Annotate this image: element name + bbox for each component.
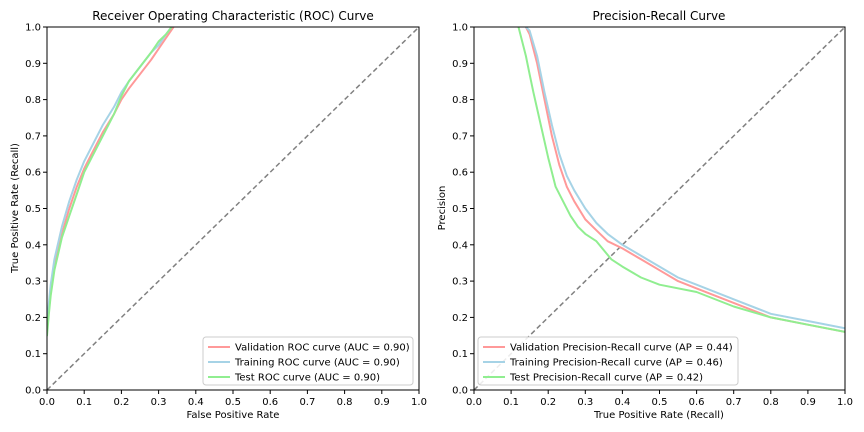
pr-series-line-2 — [517, 27, 845, 333]
pr-legend-label: Test Precision-Recall curve (AP = 0.42) — [509, 373, 703, 384]
roc-x-tick-label: 0.9 — [374, 397, 390, 408]
pr-x-tick-label: 0.1 — [503, 397, 519, 408]
roc-legend-label: Training ROC curve (AUC = 0.90) — [234, 358, 400, 369]
pr-series-line-0 — [524, 27, 845, 333]
roc-y-tick-label: 0.3 — [25, 277, 41, 288]
roc-x-tick-label: 0.7 — [299, 397, 315, 408]
roc-x-tick-label: 0.3 — [151, 397, 167, 408]
pr-x-tick-label: 0.7 — [726, 397, 742, 408]
roc-legend-box — [202, 336, 414, 386]
pr-y-tick-label: 0.1 — [452, 349, 468, 360]
roc-y-tick-label: 0.2 — [25, 313, 41, 324]
pr-y-tick-label: 0.7 — [452, 131, 468, 142]
pr-series-group — [517, 27, 845, 333]
roc-y-tick-label: 0.0 — [25, 386, 41, 397]
roc-y-tick-label: 0.1 — [25, 349, 41, 360]
roc-y-tick-label: 0.9 — [25, 59, 41, 70]
roc-panel: Receiver Operating Characteristic (ROC) … — [10, 9, 427, 421]
pr-y-tick-label: 0.5 — [452, 204, 468, 215]
pr-x-tick-label: 0.6 — [689, 397, 705, 408]
pr-y-axis-label: Precision — [437, 186, 448, 231]
roc-y-tick-label: 0.6 — [25, 168, 41, 179]
roc-y-tick-label: 0.7 — [25, 131, 41, 142]
pr-legend-label: Validation Precision-Recall curve (AP = … — [510, 343, 733, 354]
roc-y-tick-label: 1.0 — [25, 23, 41, 34]
pr-y-tick-label: 0.9 — [452, 59, 468, 70]
roc-x-tick-label: 0.0 — [39, 397, 55, 408]
roc-x-tick-label: 0.5 — [225, 397, 241, 408]
pr-y-tick-label: 0.8 — [452, 95, 468, 106]
pr-x-tick-label: 0.2 — [540, 397, 556, 408]
roc-legend-label: Validation ROC curve (AUC = 0.90) — [235, 343, 410, 354]
pr-x-tick-label: 0.3 — [577, 397, 593, 408]
roc-x-tick-label: 0.6 — [262, 397, 278, 408]
roc-x-tick-label: 1.0 — [411, 397, 427, 408]
pr-x-axis-label: True Positive Rate (Recall) — [593, 410, 724, 421]
pr-legend: Validation Precision-Recall curve (AP = … — [477, 336, 739, 386]
pr-x-tick-label: 0.4 — [614, 397, 630, 408]
roc-x-tick-label: 0.8 — [337, 397, 353, 408]
roc-y-tick-label: 0.8 — [25, 95, 41, 106]
pr-reference-diagonal — [473, 26, 846, 391]
roc-x-axis-label: False Positive Rate — [187, 410, 280, 421]
pr-y-tick-label: 0.6 — [452, 168, 468, 179]
roc-legend: Validation ROC curve (AUC = 0.90) Trainin… — [202, 336, 414, 386]
pr-series-line-1 — [524, 27, 845, 330]
roc-x-tick-label: 0.4 — [188, 397, 204, 408]
roc-x-tick-label: 0.1 — [76, 397, 92, 408]
pr-x-tick-label: 1.0 — [837, 397, 853, 408]
pr-y-tick-label: 0.4 — [452, 240, 468, 251]
pr-y-tick-label: 0.0 — [452, 386, 468, 397]
precision-recall-panel: Precision-Recall Curve True Positive Rat… — [437, 9, 853, 421]
pr-x-tick-label: 0.9 — [800, 397, 816, 408]
pr-y-tick-label: 1.0 — [452, 23, 468, 34]
pr-x-tick-label: 0.8 — [763, 397, 779, 408]
pr-x-tick-label: 0.5 — [652, 397, 668, 408]
roc-reference-diagonal — [46, 26, 420, 391]
roc-x-tick-label: 0.2 — [113, 397, 129, 408]
roc-y-tick-label: 0.4 — [25, 240, 41, 251]
roc-legend-label: Test ROC curve (AUC = 0.90) — [234, 373, 380, 384]
pr-y-tick-label: 0.3 — [452, 277, 468, 288]
roc-chart-title: Receiver Operating Characteristic (ROC) … — [92, 9, 374, 23]
roc-y-tick-label: 0.5 — [25, 204, 41, 215]
roc-series-line-2 — [47, 27, 173, 337]
roc-y-axis-label: True Positive Rate (Recall) — [10, 143, 21, 274]
pr-chart-title: Precision-Recall Curve — [593, 9, 726, 23]
pr-legend-label: Training Precision-Recall curve (AP = 0.… — [509, 358, 723, 369]
pr-x-tick-label: 0.0 — [466, 397, 482, 408]
pr-y-tick-label: 0.2 — [452, 313, 468, 324]
roc-series-group — [47, 27, 175, 337]
pr-legend-box — [477, 336, 739, 386]
